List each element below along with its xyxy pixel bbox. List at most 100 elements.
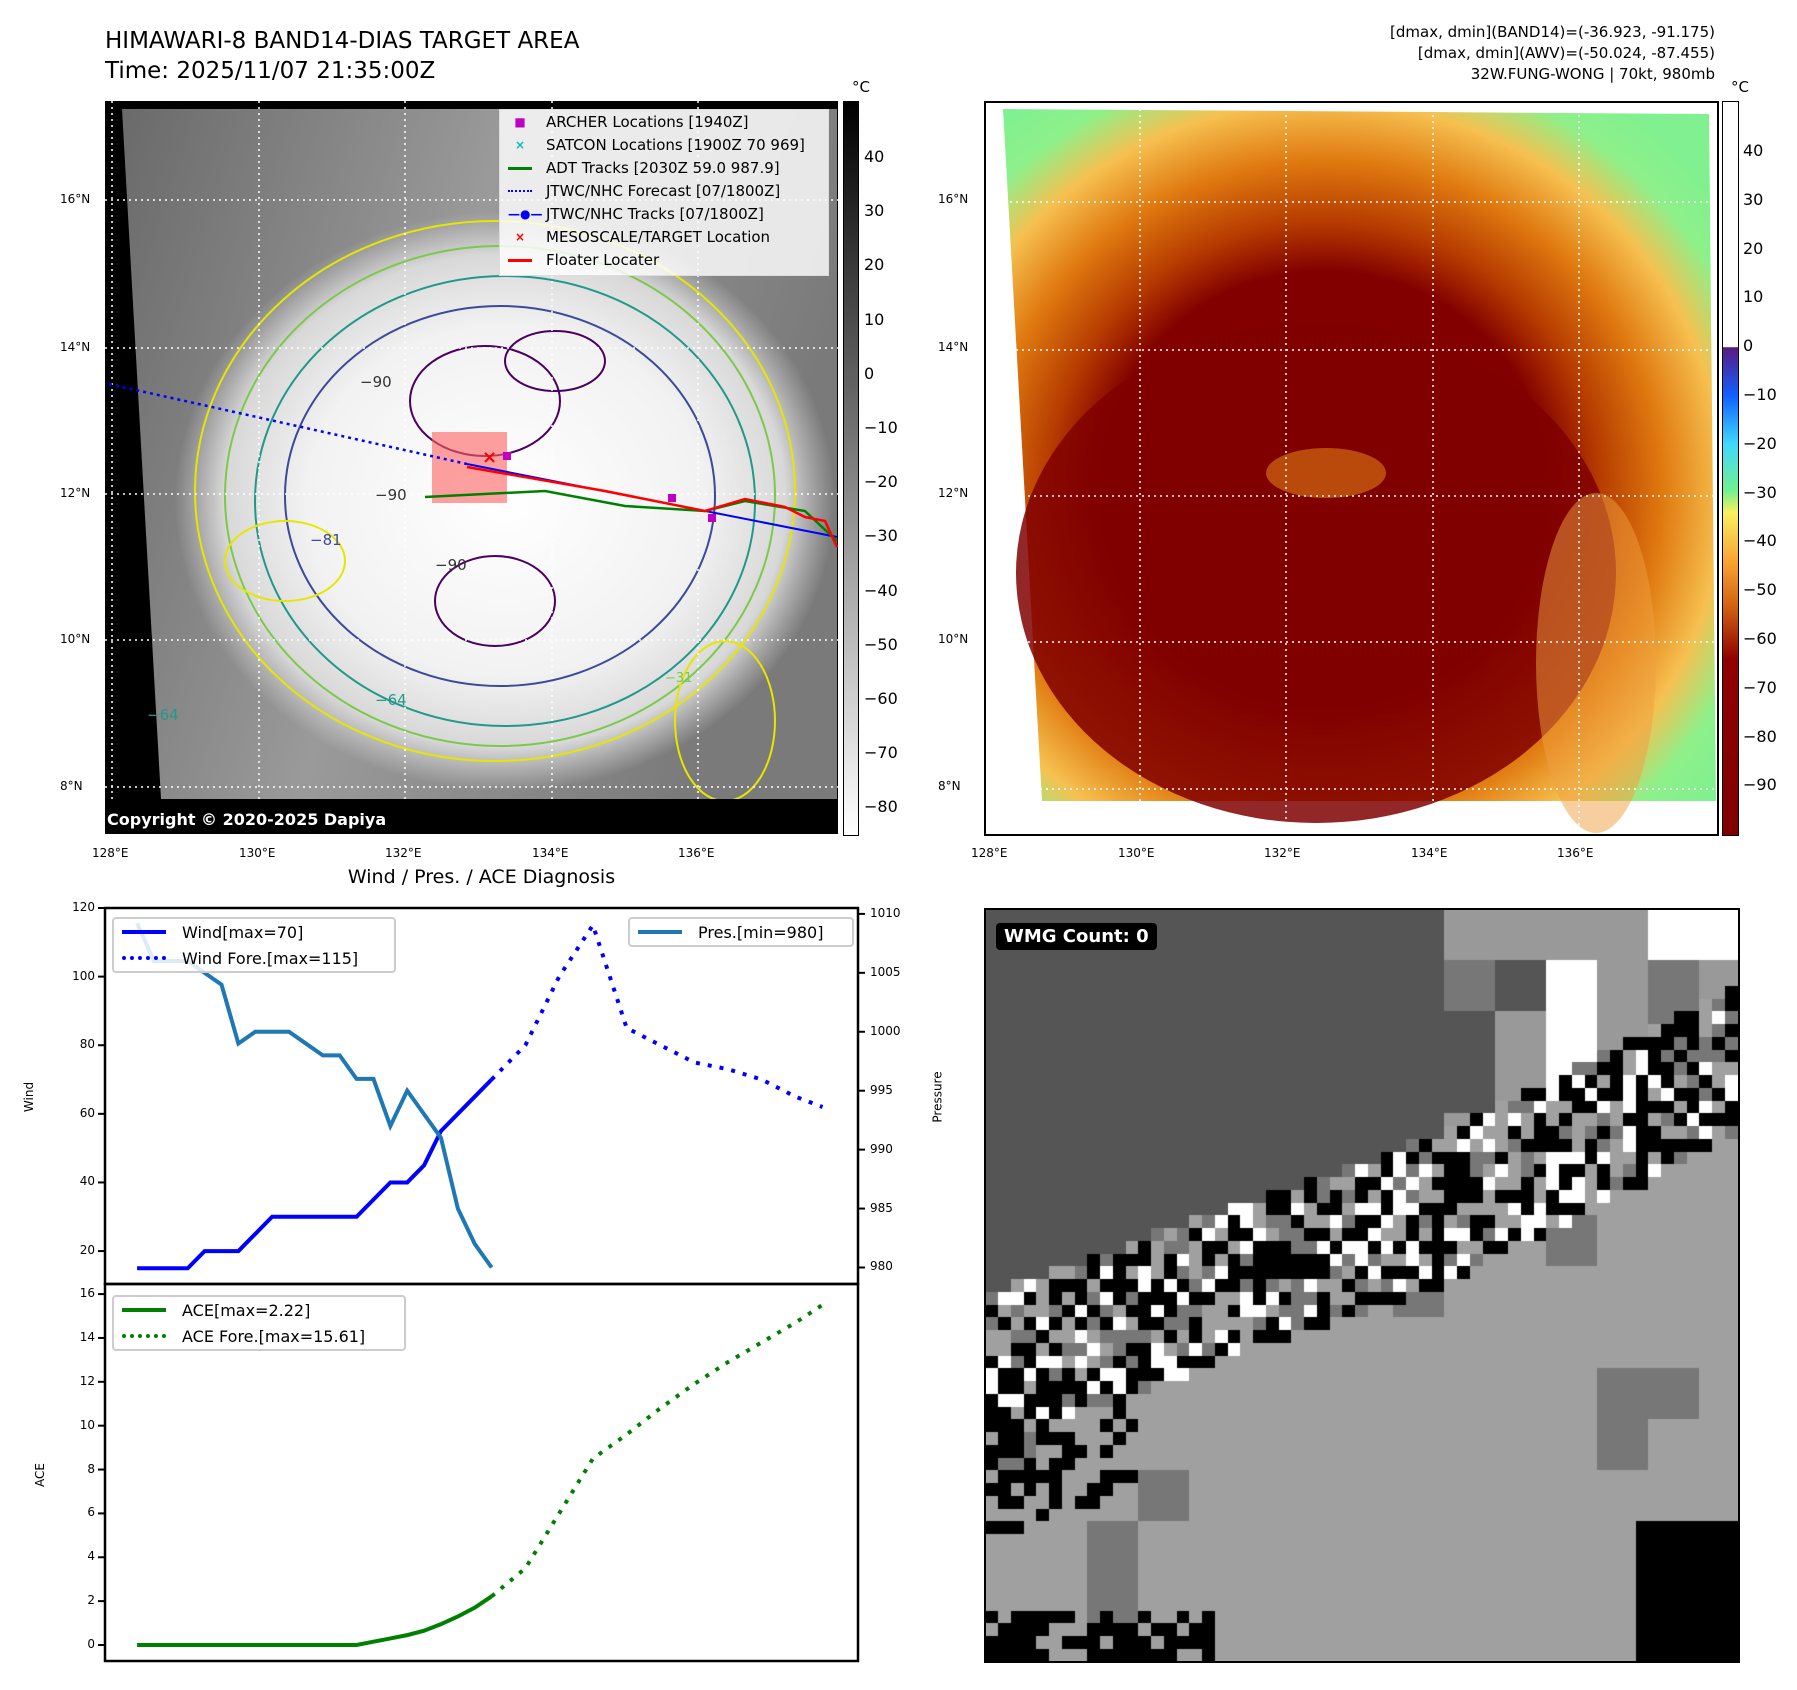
colorbar-tick-label: 20 <box>1743 238 1764 258</box>
wind-axis-label: Wind <box>22 1081 37 1113</box>
legend-ace-forecast: ACE Fore.[max=15.61] <box>114 1323 404 1349</box>
colorbar-tick-label: −30 <box>1743 482 1777 502</box>
legend-satcon: × SATCON Locations [1900Z 70 969] <box>500 133 828 156</box>
longitude-label: 132°E <box>1264 846 1301 860</box>
legend-pressure: Pres.[min=980] <box>630 919 852 945</box>
awv-stats: [dmax, dmin](AWV)=(-50.024, -87.455) <box>1417 44 1715 62</box>
latitude-label: 12°N <box>60 486 91 500</box>
solid-line-icon <box>122 930 166 934</box>
longitude-label: 136°E <box>1557 846 1594 860</box>
ace-tick-label: 10 <box>79 1417 95 1432</box>
contour-label: −64 <box>375 691 407 709</box>
colorbar-unit: °C <box>852 78 870 96</box>
latitude-label: 8°N <box>938 779 961 793</box>
colorbar-tick-label: 40 <box>864 147 885 166</box>
latitude-label: 16°N <box>60 192 91 206</box>
legend-jtwc-track: —●— JTWC/NHC Tracks [07/1800Z] <box>508 204 764 223</box>
longitude-label: 132°E <box>385 846 422 860</box>
legend-adt: ADT Tracks [2030Z 59.0 987.9] <box>500 156 828 179</box>
contour-label: −90 <box>435 556 467 574</box>
map-gridlines <box>986 103 1717 834</box>
band14-colorbar <box>843 101 859 836</box>
awv-map <box>984 101 1719 836</box>
legend-jtwc-forecast: JTWC/NHC Forecast [07/1800Z] <box>500 179 828 202</box>
ace-tick-label: 14 <box>79 1329 95 1344</box>
longitude-label: 128°E <box>92 846 129 860</box>
awv-colorbar <box>1722 101 1739 836</box>
eye-feature <box>1266 448 1386 498</box>
wind-tick-label: 40 <box>79 1174 95 1189</box>
ace-tick-label: 6 <box>87 1505 95 1520</box>
longitude-label: 130°E <box>1118 846 1155 860</box>
temperature-contours <box>194 220 796 802</box>
wind-tick-label: 120 <box>72 900 95 914</box>
series-line-ace-fore- <box>490 1300 828 1598</box>
contour-label: −81 <box>310 531 342 549</box>
wmg-panel: WMG Count: 0 <box>984 908 1740 1663</box>
legend-wind-forecast: Wind Fore.[max=115] <box>114 945 394 971</box>
solid-line-icon <box>122 1308 166 1312</box>
latitude-label: 12°N <box>938 486 969 500</box>
chart-title: Wind / Pres. / ACE Diagnosis <box>347 866 616 888</box>
wmg-classification-image <box>986 910 1738 1661</box>
ace-tick-label: 2 <box>87 1593 95 1608</box>
target-location-marker: × <box>482 447 497 468</box>
figure-title: HIMAWARI-8 BAND14-DIAS TARGET AREA Time:… <box>105 26 579 86</box>
colorbar-tick-label: −60 <box>864 689 898 708</box>
ace-tick-label: 8 <box>87 1461 95 1476</box>
plot-frame <box>103 1282 860 1663</box>
product-title: HIMAWARI-8 BAND14-DIAS TARGET AREA <box>105 28 580 54</box>
series-line-ace <box>137 1594 493 1647</box>
colorbar-tick-label: −70 <box>864 743 898 763</box>
ace-tick-label: 16 <box>79 1286 95 1301</box>
storm-info: 32W.FUNG-WONG | 70kt, 980mb <box>1470 65 1715 83</box>
dotted-line-icon <box>122 956 166 960</box>
colorbar-tick-label: −40 <box>1743 531 1777 551</box>
pressure-tick-label: 980 <box>870 1259 893 1274</box>
awv-map-image <box>986 103 1717 834</box>
x-marker-icon: × <box>514 229 526 244</box>
colorbar-tick-label: 10 <box>864 309 885 329</box>
jtwc-forecast-track <box>108 382 468 466</box>
longitude-label: 128°E <box>971 846 1008 860</box>
colorbar-tick-label: 0 <box>1743 336 1754 356</box>
dotted-line-icon <box>508 184 532 198</box>
ace-tick-label: 4 <box>87 1549 95 1564</box>
legend-wind: Wind[max=70] <box>114 919 394 945</box>
colorbar-tick-label: 10 <box>1743 287 1764 307</box>
contour-label: −31 <box>665 671 693 686</box>
square-marker-icon: ■ <box>514 114 526 129</box>
wmg-count-label: WMG Count: 0 <box>996 923 1157 950</box>
colorbar-tick-label: −10 <box>1743 385 1777 404</box>
archer-marker <box>503 452 511 460</box>
colorbar-tick-label: −80 <box>1743 726 1777 746</box>
colorbar-tick-label: 30 <box>864 201 885 221</box>
line-icon <box>508 253 532 267</box>
series-line-wind-fore- <box>490 920 824 1109</box>
legend-floater: Floater Locater <box>500 248 828 271</box>
wind-tick-label: 60 <box>79 1105 95 1120</box>
longitude-label: 134°E <box>532 846 569 860</box>
colorbar-tick-label: 40 <box>1743 141 1764 160</box>
colorbar-tick-label: −10 <box>864 418 898 437</box>
longitude-label: 136°E <box>678 846 715 860</box>
latitude-label: 10°N <box>938 632 969 646</box>
colorbar-tick-label: −40 <box>864 580 898 600</box>
legend-target: × MESOSCALE/TARGET Location <box>500 225 828 248</box>
colorbar-tick-label: −90 <box>1743 775 1777 795</box>
legend-archer: ■ ARCHER Locations [1940Z] <box>500 110 828 133</box>
map-legend: ■ ARCHER Locations [1940Z] × SATCON Locati… <box>499 109 829 276</box>
band14-map-image: × <box>105 101 838 834</box>
pressure-tick-label: 985 <box>870 1200 893 1215</box>
stats-header: [dmax, dmin](BAND14)=(-36.923, -91.175) … <box>1390 22 1715 85</box>
colorbar-tick-label: −50 <box>1743 580 1777 600</box>
longitude-label: 130°E <box>239 846 276 860</box>
latitude-label: 8°N <box>60 779 83 793</box>
wind-tick-label: 20 <box>79 1243 95 1258</box>
legend-ace: ACE[max=2.22] <box>114 1297 404 1323</box>
latitude-label: 10°N <box>60 632 91 646</box>
colorbar-tick-label: −20 <box>1743 433 1777 453</box>
colorbar-tick-label: −50 <box>864 634 898 654</box>
colorbar-tick-label: 30 <box>1743 189 1764 209</box>
archer-marker <box>668 494 676 502</box>
